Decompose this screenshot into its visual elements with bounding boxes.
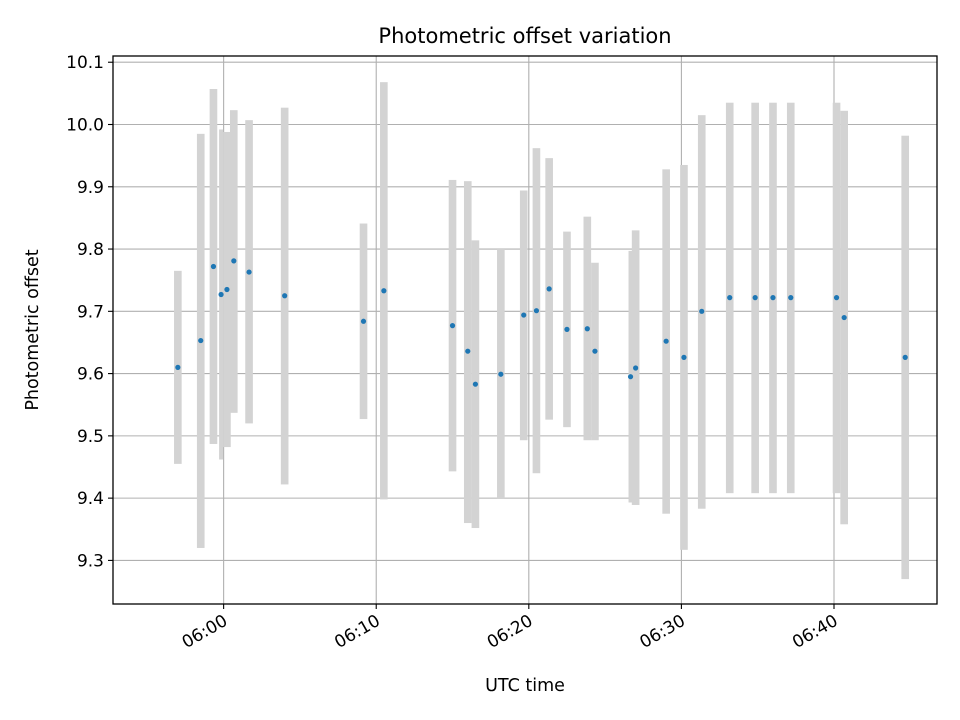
data-point: [472, 381, 479, 387]
data-point: [175, 364, 181, 370]
data-point: [663, 338, 669, 344]
y-tick-label: 9.4: [77, 489, 104, 509]
y-tick-label: 9.7: [77, 302, 104, 322]
y-tick-label: 9.8: [77, 240, 104, 260]
data-point: [498, 371, 504, 377]
data-point: [360, 318, 367, 324]
data-point: [788, 295, 794, 301]
data-point: [752, 295, 758, 301]
y-tick-label: 9.3: [77, 551, 104, 571]
data-markers: [175, 258, 908, 387]
data-point: [633, 365, 639, 371]
y-tick-label: 9.6: [77, 365, 104, 385]
chart-title: Photometric offset variation: [378, 24, 671, 48]
data-point: [727, 295, 733, 301]
data-point: [533, 308, 540, 314]
y-tick-label: 9.5: [77, 427, 104, 447]
data-point: [449, 323, 456, 329]
plot-frame: [112, 55, 938, 605]
data-point: [198, 337, 204, 344]
y-axis-ticks: 9.3 9.4 9.5 9.6 9.7 9.8 9.9 10.0 10.1: [66, 53, 113, 571]
data-point: [564, 326, 570, 332]
data-point: [282, 293, 288, 299]
y-tick-label: 10.1: [66, 53, 104, 73]
x-axis-label: UTC time: [485, 676, 565, 696]
data-point: [231, 258, 237, 264]
data-point: [681, 354, 687, 360]
data-point: [902, 354, 908, 360]
data-point: [210, 263, 217, 270]
data-point: [699, 308, 705, 314]
data-point: [770, 295, 776, 301]
data-point: [833, 295, 840, 301]
y-tick-label: 10.0: [66, 116, 104, 136]
data-point: [584, 326, 590, 332]
data-point: [381, 288, 387, 294]
data-point: [246, 269, 252, 275]
data-point: [218, 291, 224, 298]
data-point: [841, 314, 847, 321]
y-axis-label: Photometric offset: [23, 249, 43, 410]
data-point: [627, 374, 634, 380]
data-point: [224, 286, 230, 293]
data-point: [465, 348, 471, 354]
data-point: [546, 286, 552, 292]
data-point: [592, 348, 598, 354]
data-point: [521, 312, 527, 318]
y-tick-label: 9.9: [77, 178, 104, 198]
